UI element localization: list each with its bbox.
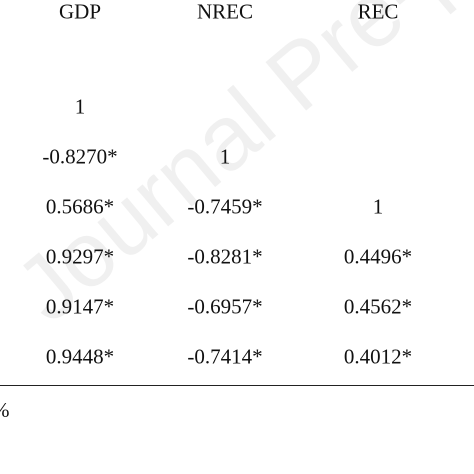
table-cell: 1 <box>74 94 86 119</box>
table-cell: -0.7459* <box>187 194 263 219</box>
watermark: Journal Pre-proof <box>0 0 474 342</box>
column-header: NREC <box>196 0 254 24</box>
table-cell: -0.8270* <box>42 144 118 169</box>
table-cell: 0.9297* <box>45 244 115 269</box>
table-cell: -0.8281* <box>187 244 263 269</box>
table-cell: 1 <box>372 194 384 219</box>
table-cell: 0.4012* <box>343 344 413 369</box>
table-cell: -0.7414* <box>187 344 263 369</box>
table-cell: -0.6957* <box>187 294 263 319</box>
table-rule <box>0 385 474 386</box>
table-cell: 0.5686* <box>45 194 115 219</box>
footnote: % <box>0 398 10 423</box>
column-header: REC <box>357 0 399 24</box>
column-header: GDP <box>58 0 102 24</box>
table-cell: 0.4496* <box>343 244 413 269</box>
table-cell: 1 <box>219 144 231 169</box>
table-cell: 0.9147* <box>45 294 115 319</box>
table-cell: 0.9448* <box>45 344 115 369</box>
table-cell: 0.4562* <box>343 294 413 319</box>
